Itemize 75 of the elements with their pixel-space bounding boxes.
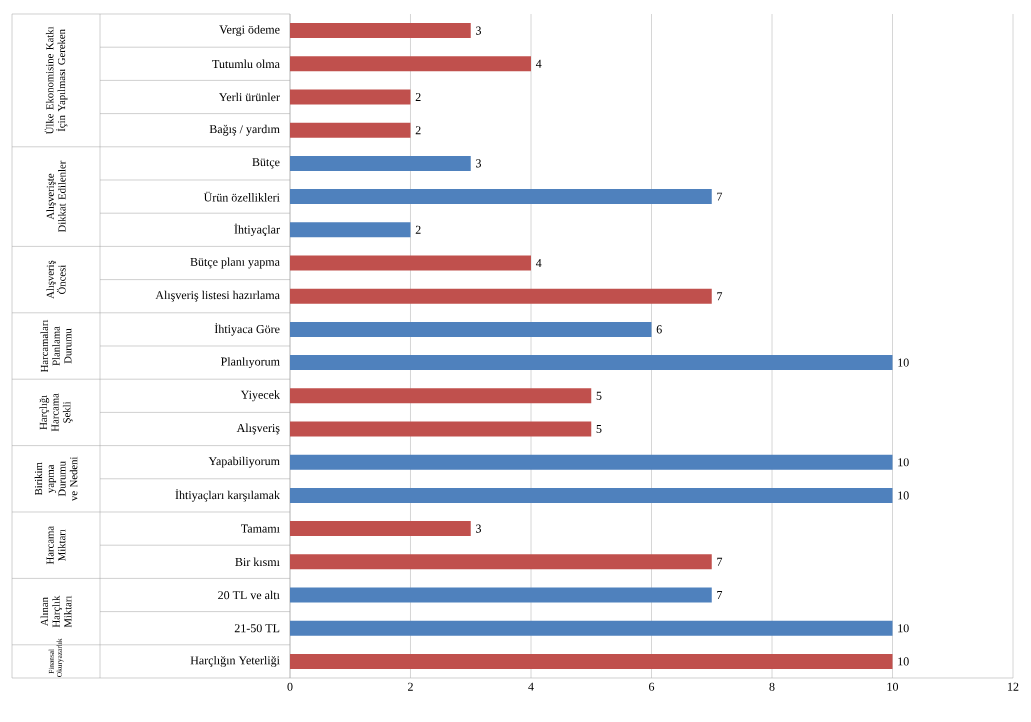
y-tick-label: Yapabiliyorum [208,456,280,468]
bar [290,587,712,603]
bar [290,554,712,570]
y-tick-label: Planlıyorum [220,357,280,369]
y-tick-label: Alışveriş [236,423,280,435]
data-label: 10 [898,624,909,633]
data-label: 3 [476,159,481,168]
data-label: 10 [898,458,909,467]
bar [290,222,411,238]
bar [290,388,592,404]
y-tick-label: Alışveriş listesi hazırlama [155,290,280,302]
y-tick-label: Tutumlu olma [212,59,280,69]
bar [290,56,531,72]
data-label: 4 [535,259,542,267]
x-tick-label: 6 [649,682,655,691]
bar [290,487,893,503]
bar [290,620,893,636]
y-tick-label: Vergi ödeme [219,25,280,37]
bar [290,288,712,304]
bar [290,122,411,138]
bar [290,89,411,105]
data-label: 4 [535,59,542,68]
text: Harcama Miktarı [46,526,66,565]
y-tick-label: 21-50 TL [234,624,280,633]
data-label: 7 [717,591,723,599]
bar [290,321,652,337]
y-tick-label: Yerli ürünler [218,92,280,102]
y-tick-label: Ürün özellikleri [203,191,280,202]
text: Harçlığı Harcama Şekli [39,393,73,432]
x-tick-label: 12 [1008,682,1019,691]
data-label: 7 [717,557,723,566]
data-label: 7 [717,192,723,201]
bar [290,521,471,537]
data-label: 10 [898,491,909,500]
bar [290,454,893,470]
text: Alışverişte Dikkat Edilenler [46,160,66,233]
y-tick-label: Bütçe [252,158,280,169]
text: Ülke Ekonomisine Katkı İçin Yapılması Gereken [44,26,68,135]
x-tick-label: 0 [287,682,293,691]
y-tick-label: Harçlığın Yeterliği [190,655,280,667]
y-tick-label: Bağış / yardım [209,124,280,136]
text: Birikim yapma Durumu ve Nedeni [34,456,78,502]
bar [290,255,531,271]
text: Alışveriş Öncesi [46,260,66,299]
x-tick-label: 8 [769,682,775,691]
data-label: 10 [898,657,909,666]
data-label: 5 [596,425,602,433]
y-tick-label: Bir kısmı [235,557,280,567]
data-label: 6 [656,325,662,334]
data-label: 7 [717,292,723,301]
y-tick-label: İhtiyaca Göre [214,323,280,336]
y-tick-label: 20 TL ve altı [218,590,280,600]
bar [290,189,712,205]
y-tick-label: Tamamı [241,524,280,533]
bar [290,155,471,171]
bar [290,421,592,437]
bar [290,23,471,39]
bar [290,653,893,669]
bar [290,355,893,371]
text: Harcamaları Planlama Durumu [40,319,72,373]
data-label: 2 [415,93,421,101]
y-tick-label: Bütçe planı yapma [190,257,280,269]
y-tick-label: İhtiyaçları karşılamak [175,489,280,502]
x-tick-label: 10 [887,682,899,691]
y-tick-label: İhtiyaçlar [234,223,280,237]
x-tick-label: 4 [528,682,534,691]
data-label: 5 [596,391,602,400]
data-label: 3 [476,524,481,533]
data-label: 2 [415,225,421,234]
data-label: 2 [415,126,421,135]
data-label: 3 [476,26,481,35]
data-label: 10 [898,358,909,367]
y-tick-label: Yiyecek [240,390,280,402]
x-tick-label: 2 [408,682,413,691]
text: Alınan Harçlık Miktarı [40,595,72,628]
